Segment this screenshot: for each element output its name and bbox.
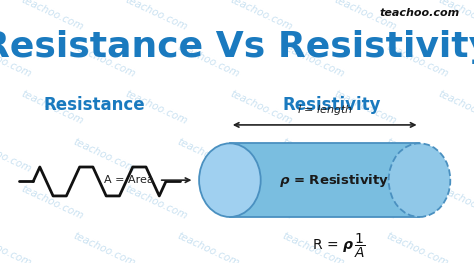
Text: teachoo.com: teachoo.com	[280, 231, 346, 263]
Ellipse shape	[199, 143, 261, 217]
Text: teachoo.com: teachoo.com	[228, 0, 293, 32]
Text: teachoo.com: teachoo.com	[228, 184, 293, 221]
Text: Resistance: Resistance	[44, 96, 146, 114]
Text: teachoo.com: teachoo.com	[124, 0, 189, 32]
Text: $l$ = length: $l$ = length	[297, 103, 353, 117]
Text: teachoo.com: teachoo.com	[0, 231, 33, 263]
Text: teachoo.com: teachoo.com	[280, 136, 346, 174]
Ellipse shape	[389, 143, 450, 217]
Text: Resistivity: Resistivity	[283, 96, 381, 114]
Text: teachoo.com: teachoo.com	[332, 184, 398, 221]
Text: teachoo.com: teachoo.com	[19, 0, 85, 32]
Text: teachoo.com: teachoo.com	[72, 231, 137, 263]
Text: teachoo.com: teachoo.com	[384, 231, 450, 263]
Text: teachoo.com: teachoo.com	[332, 89, 398, 127]
Text: teachoo.com: teachoo.com	[380, 8, 460, 18]
Text: teachoo.com: teachoo.com	[176, 136, 241, 174]
Text: teachoo.com: teachoo.com	[0, 136, 33, 174]
Text: teachoo.com: teachoo.com	[384, 136, 450, 174]
Text: teachoo.com: teachoo.com	[176, 42, 241, 79]
Text: A = Area: A = Area	[104, 175, 154, 185]
Text: teachoo.com: teachoo.com	[437, 89, 474, 127]
Text: teachoo.com: teachoo.com	[72, 42, 137, 79]
Polygon shape	[230, 143, 419, 217]
Text: teachoo.com: teachoo.com	[72, 136, 137, 174]
Text: teachoo.com: teachoo.com	[437, 184, 474, 221]
Text: Resistance Vs Resistivity: Resistance Vs Resistivity	[0, 30, 474, 64]
Text: teachoo.com: teachoo.com	[384, 42, 450, 79]
Text: teachoo.com: teachoo.com	[124, 184, 189, 221]
Text: teachoo.com: teachoo.com	[19, 184, 85, 221]
Text: teachoo.com: teachoo.com	[437, 0, 474, 32]
Text: teachoo.com: teachoo.com	[124, 89, 189, 127]
Text: $\boldsymbol{\rho}$ = Resistivity: $\boldsymbol{\rho}$ = Resistivity	[279, 172, 389, 189]
Text: teachoo.com: teachoo.com	[280, 42, 346, 79]
Text: teachoo.com: teachoo.com	[332, 0, 398, 32]
Text: teachoo.com: teachoo.com	[176, 231, 241, 263]
Text: teachoo.com: teachoo.com	[0, 42, 33, 79]
Text: teachoo.com: teachoo.com	[19, 89, 85, 127]
Text: R = $\boldsymbol{\rho}\,\dfrac{1}{A}$: R = $\boldsymbol{\rho}\,\dfrac{1}{A}$	[312, 232, 366, 260]
Text: teachoo.com: teachoo.com	[228, 89, 293, 127]
